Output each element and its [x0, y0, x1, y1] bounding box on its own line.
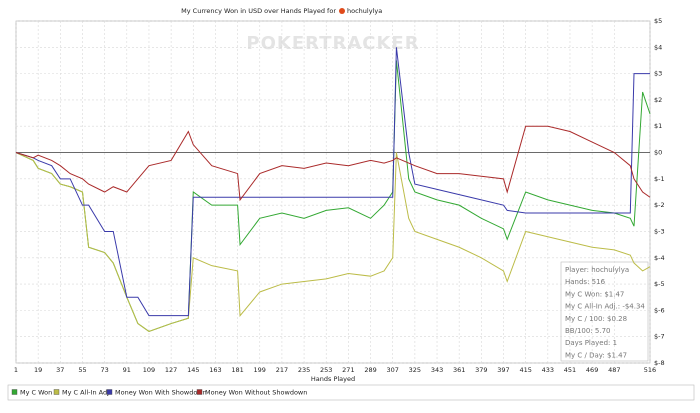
info-box — [560, 261, 649, 362]
x-tick-label: 127 — [165, 366, 177, 374]
x-tick-label: 199 — [254, 366, 266, 374]
x-tick-label: 55 — [78, 366, 86, 374]
legend-swatch — [11, 389, 18, 395]
player-name: hochulylya — [347, 7, 382, 15]
legend-label: My C All-In Adj — [62, 389, 109, 397]
x-tick-label: 487 — [608, 366, 620, 374]
y-tick-label: $0 — [654, 149, 662, 157]
x-tick-label: 451 — [564, 366, 576, 374]
info-line: BB/100: 5.70 — [565, 327, 611, 335]
y-tick-label: $-5 — [654, 280, 665, 288]
x-tick-label: 181 — [231, 366, 243, 374]
x-axis-label: Hands Played — [311, 375, 355, 383]
x-tick-label: 516 — [644, 366, 656, 374]
legend-label: Money Won Without Showdown — [205, 389, 307, 397]
legend-swatch — [53, 389, 60, 395]
x-tick-label: 235 — [298, 366, 310, 374]
y-tick-label: $2 — [654, 96, 662, 104]
series-line — [15, 47, 650, 317]
x-tick-label: 217 — [276, 366, 288, 374]
y-tick-label: $4 — [654, 43, 662, 51]
x-tick-label: 19 — [34, 366, 42, 374]
y-tick-label: $-2 — [654, 201, 665, 209]
watermark: POKERTRACKER — [246, 33, 419, 54]
player-icon — [339, 8, 345, 14]
legend-label: My C Won — [20, 389, 52, 397]
x-tick-label: 397 — [497, 366, 509, 374]
legend-label: Money Won With Showdown — [115, 389, 207, 397]
y-tick-label: $-6 — [654, 306, 665, 314]
x-tick-label: 379 — [475, 366, 487, 374]
x-tick-label: 325 — [409, 366, 421, 374]
info-line: My C Won: $1.47 — [565, 290, 624, 298]
info-line: My C All-In Adj.: -$4.34 — [565, 303, 645, 311]
y-tick-label: $3 — [654, 70, 662, 78]
info-line: My C / 100: $0.28 — [565, 315, 627, 323]
x-tick-label: 307 — [386, 366, 398, 374]
x-tick-label: 145 — [187, 366, 199, 374]
x-tick-label: 469 — [586, 366, 598, 374]
x-tick-label: 433 — [542, 366, 554, 374]
y-tick-label: $-8 — [654, 359, 665, 367]
legend-frame — [7, 384, 695, 401]
legend-swatch — [196, 389, 203, 395]
chart-title: My Currency Won in USD over Hands Played… — [181, 7, 336, 15]
x-tick-label: 73 — [100, 366, 108, 374]
x-tick-label: 253 — [320, 366, 332, 374]
info-line: My C / Day: $1.47 — [565, 351, 627, 359]
x-tick-label: 91 — [123, 366, 131, 374]
x-tick-label: 163 — [209, 366, 221, 374]
x-tick-label: 415 — [519, 366, 531, 374]
y-tick-label: $-1 — [654, 175, 665, 183]
info-line: Days Played: 1 — [565, 339, 617, 347]
info-line: Hands: 516 — [565, 278, 606, 286]
x-tick-label: 37 — [56, 366, 64, 374]
series-line — [15, 125, 651, 202]
y-tick-label: $1 — [654, 122, 662, 130]
x-tick-label: 343 — [431, 366, 443, 374]
y-tick-label: $-7 — [654, 333, 665, 341]
y-tick-label: $-4 — [654, 254, 665, 262]
x-tick-label: 109 — [143, 366, 155, 374]
x-tick-label: 271 — [342, 366, 354, 374]
y-tick-label: $-3 — [654, 227, 665, 235]
x-tick-label: 1 — [14, 366, 18, 374]
series-line — [15, 152, 651, 332]
legend-swatch — [106, 389, 113, 395]
x-tick-label: 289 — [364, 366, 376, 374]
x-tick-label: 361 — [453, 366, 465, 374]
info-line: Player: hochulylya — [565, 266, 629, 274]
y-tick-label: $5 — [654, 17, 662, 25]
